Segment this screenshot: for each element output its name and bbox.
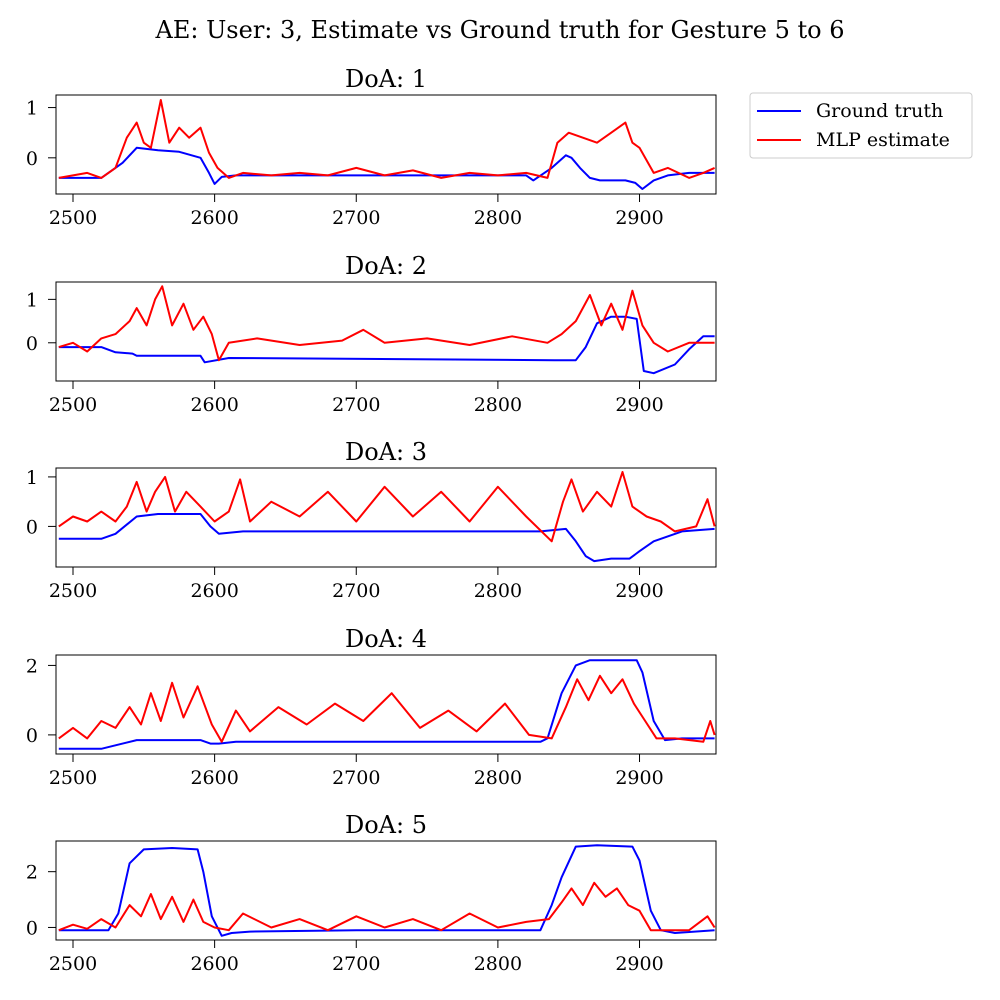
- x-tick-label: 2900: [615, 767, 663, 789]
- subplot-title: DoA: 3: [345, 438, 427, 466]
- subplot-title: DoA: 2: [345, 252, 427, 280]
- series-line-mlp-estimate: [58, 285, 715, 362]
- x-tick-label: 2800: [474, 580, 522, 602]
- axes-frame: [55, 467, 717, 568]
- x-tick-label: 2700: [332, 580, 380, 602]
- y-tick-label: 2: [26, 655, 38, 677]
- subplots: DoA: 1 2500 2600 2700 2800 2900 0 1 DoA: 2 2500 26…: [26, 65, 717, 975]
- x-tick-label: 2600: [190, 767, 238, 789]
- legend-label-ground-truth: Ground truth: [816, 100, 943, 122]
- subplot-doa-3: DoA: 3 2500 2600 2700 2800 2900 0 1: [26, 438, 717, 602]
- series-line-mlp-estimate: [58, 674, 716, 743]
- x-tick-label: 2800: [474, 394, 522, 416]
- y-tick-label: 0: [26, 333, 38, 355]
- x-tick-label: 2500: [49, 580, 97, 602]
- subplot-title: DoA: 1: [345, 65, 427, 93]
- subplot-doa-5: DoA: 5 2500 2600 2700 2800 2900 0 2: [26, 811, 717, 975]
- axes-frame: [55, 281, 717, 382]
- y-tick-label: 1: [26, 467, 38, 489]
- x-tick-label: 2900: [615, 580, 663, 602]
- subplot-title: DoA: 5: [345, 811, 427, 839]
- series-line-ground-truth: [58, 315, 715, 375]
- y-tick-label: 2: [26, 862, 38, 884]
- axes-frame: [55, 840, 717, 941]
- series-line-ground-truth: [58, 844, 715, 937]
- x-tick-label: 2800: [474, 767, 522, 789]
- x-tick-label: 2900: [615, 207, 663, 229]
- series-line-ground-truth: [58, 659, 715, 750]
- x-tick-label: 2500: [49, 953, 97, 975]
- subplot-doa-2: DoA: 2 2500 2600 2700 2800 2900 0 1: [26, 252, 717, 416]
- y-tick-label: 1: [26, 98, 38, 120]
- subplot-title: DoA: 4: [345, 625, 427, 653]
- x-tick-label: 2500: [49, 207, 97, 229]
- subplot-doa-4: DoA: 4 2500 2600 2700 2800 2900 0 2: [26, 625, 717, 789]
- series-line-ground-truth: [58, 146, 715, 190]
- x-tick-label: 2600: [190, 207, 238, 229]
- y-tick-label: 0: [26, 725, 38, 747]
- legend-frame: [749, 92, 973, 159]
- x-tick-label: 2600: [190, 953, 238, 975]
- figure-title: AE: User: 3, Estimate vs Ground truth fo…: [155, 16, 845, 44]
- subplot-doa-1: DoA: 1 2500 2600 2700 2800 2900 0 1: [26, 65, 717, 229]
- x-tick-label: 2600: [190, 394, 238, 416]
- series-line-mlp-estimate: [58, 881, 716, 932]
- axes-frame: [55, 94, 717, 195]
- y-tick-label: 0: [26, 516, 38, 538]
- legend-label-mlp-estimate: MLP estimate: [816, 129, 950, 151]
- x-tick-label: 2700: [332, 394, 380, 416]
- series-line-mlp-estimate: [58, 99, 716, 179]
- x-tick-label: 2500: [49, 394, 97, 416]
- x-tick-label: 2900: [615, 394, 663, 416]
- legend: Ground truth MLP estimate: [749, 92, 973, 159]
- series-line-mlp-estimate: [58, 471, 716, 543]
- y-tick-label: 0: [26, 917, 38, 939]
- x-tick-label: 2700: [332, 767, 380, 789]
- x-tick-label: 2600: [190, 580, 238, 602]
- x-tick-label: 2500: [49, 767, 97, 789]
- series-line-ground-truth: [58, 513, 715, 563]
- y-tick-label: 0: [26, 148, 38, 170]
- x-tick-label: 2700: [332, 207, 380, 229]
- x-tick-label: 2800: [474, 953, 522, 975]
- axes-frame: [55, 654, 717, 755]
- y-tick-label: 1: [26, 289, 38, 311]
- x-tick-label: 2800: [474, 207, 522, 229]
- x-tick-label: 2700: [332, 953, 380, 975]
- x-tick-label: 2900: [615, 953, 663, 975]
